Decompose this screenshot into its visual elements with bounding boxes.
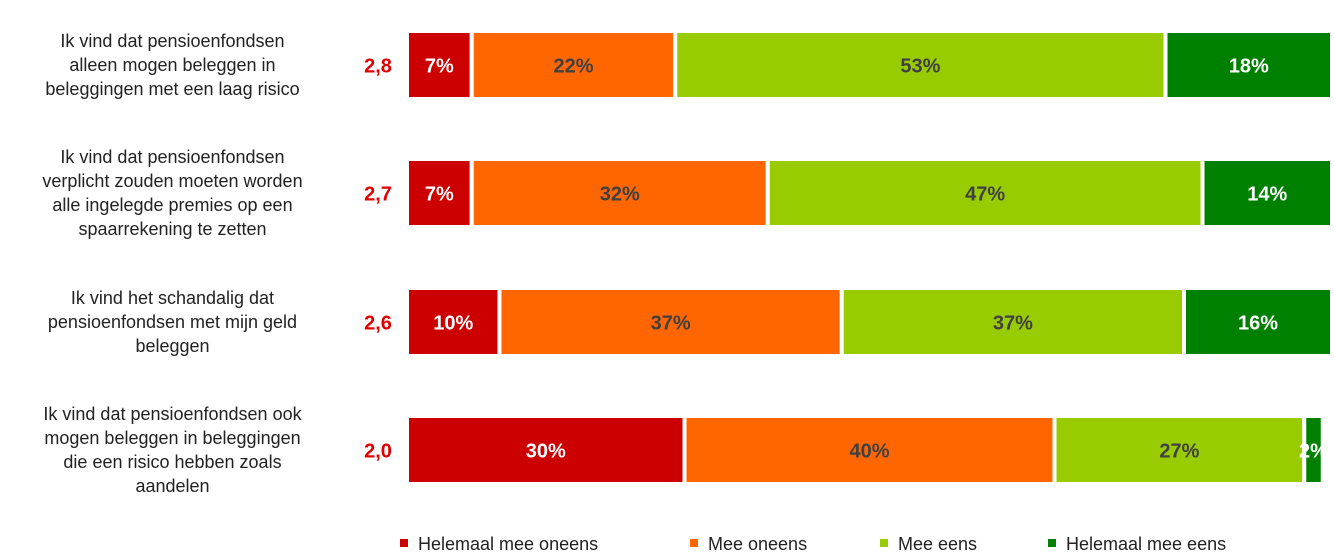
legend-swatch <box>690 539 698 547</box>
bar-segment <box>497 286 844 358</box>
value-label: 37% <box>651 312 691 334</box>
value-label: 40% <box>849 440 889 462</box>
legend-swatch <box>880 539 888 547</box>
bar-segment <box>469 157 770 229</box>
value-label: 7% <box>425 183 454 205</box>
bar-segment <box>1163 29 1334 101</box>
legend-label: Helemaal mee oneens <box>418 534 598 554</box>
bar-segment <box>1052 414 1307 486</box>
legend-swatch <box>1048 539 1056 547</box>
category-label: Ik vind dat pensioenfondsen ook mogen be… <box>43 404 302 496</box>
value-label: 16% <box>1238 312 1278 334</box>
value-label: 32% <box>600 183 640 205</box>
bar-segment <box>405 157 474 229</box>
value-label: 7% <box>425 55 454 77</box>
bar-segment <box>1182 286 1334 358</box>
score-label: 2,6 <box>364 312 392 334</box>
value-label: 14% <box>1247 183 1287 205</box>
score-label: 2,7 <box>364 183 392 205</box>
bar-segment <box>1302 414 1325 486</box>
value-label: 27% <box>1159 440 1199 462</box>
value-label: 22% <box>553 55 593 77</box>
legend-label: Mee eens <box>898 534 977 554</box>
bar-segment <box>1200 157 1334 229</box>
bar-segment <box>682 414 1057 486</box>
category-label: Ik vind dat pensioenfondsen verplicht zo… <box>42 147 303 239</box>
bar-segment <box>405 414 687 486</box>
category-label: Ik vind dat pensioenfondsen alleen mogen… <box>45 31 300 99</box>
value-label: 47% <box>965 183 1005 205</box>
legend-swatch <box>400 539 408 547</box>
category-label: Ik vind het schandalig dat pensioenfonds… <box>47 288 298 356</box>
value-label: 18% <box>1229 55 1269 77</box>
score-label: 2,8 <box>364 55 392 77</box>
value-label: 2% <box>1299 440 1328 462</box>
score-label: 2,0 <box>364 440 392 462</box>
value-label: 53% <box>900 55 940 77</box>
bar-segment <box>673 29 1168 101</box>
legend-label: Helemaal mee eens <box>1066 534 1226 554</box>
bar-segment <box>839 286 1186 358</box>
legend-label: Mee oneens <box>708 534 807 554</box>
value-label: 37% <box>993 312 1033 334</box>
value-label: 10% <box>433 312 473 334</box>
value-label: 30% <box>526 440 566 462</box>
